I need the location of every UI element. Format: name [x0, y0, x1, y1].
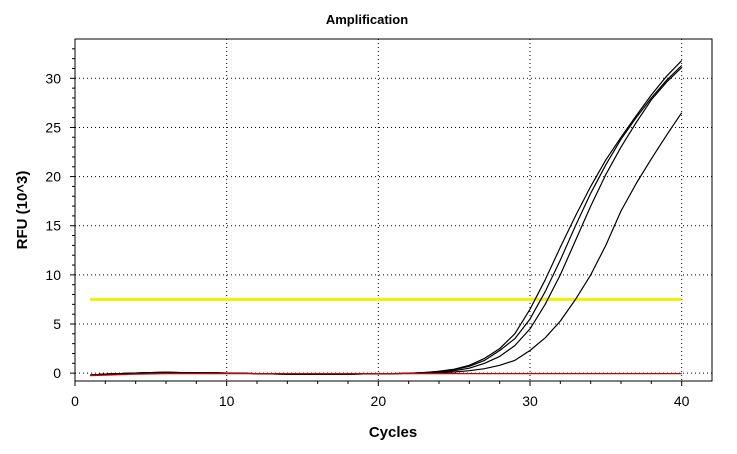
x-tick-label: 40	[674, 393, 690, 409]
y-tick-label: 20	[45, 169, 61, 185]
y-tick-label: 30	[45, 70, 61, 86]
series-lines	[90, 60, 683, 377]
grid-lines	[75, 39, 712, 381]
y-tick-label: 5	[53, 316, 61, 332]
y-tick-label: 0	[53, 365, 61, 381]
y-tick-label: 25	[45, 119, 61, 135]
x-axis-title: Cycles	[369, 424, 417, 441]
plot-frame	[74, 38, 713, 382]
series-line-4	[90, 112, 683, 376]
x-tick-label: 0	[71, 393, 79, 409]
series-line-3	[90, 67, 683, 376]
y-axis-title: RFU (10^3)	[14, 171, 31, 250]
y-tick-label: 15	[45, 218, 61, 234]
x-tick-label: 20	[371, 393, 387, 409]
chart-title: Amplification	[326, 12, 408, 27]
axis-ticks: 0 10 20 30 40 0 5 10 15 20 25 30	[45, 48, 690, 409]
x-tick-label: 10	[219, 393, 235, 409]
series-line-5	[90, 373, 682, 377]
series-line-1	[90, 60, 683, 376]
y-tick-label: 10	[45, 267, 61, 283]
series-line-2	[90, 65, 683, 376]
x-tick-label: 30	[522, 393, 538, 409]
